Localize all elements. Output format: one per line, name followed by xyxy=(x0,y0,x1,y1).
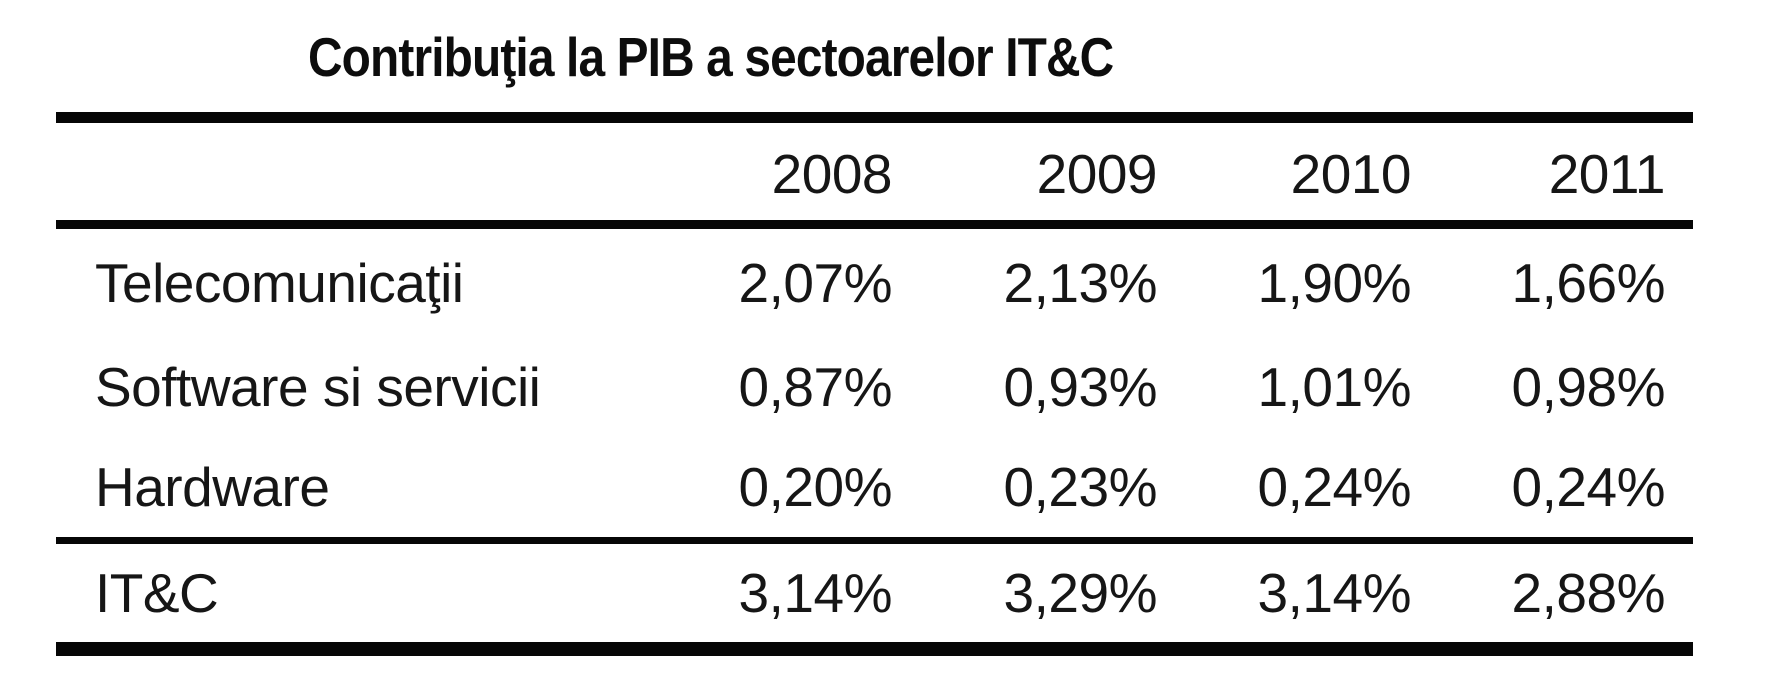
table-row-hardware: Hardware 0,20% 0,23% 0,24% 0,24% xyxy=(0,459,1766,515)
value-cell: 0,20% xyxy=(738,456,893,518)
column-header-2011: 2011 xyxy=(1548,143,1666,205)
column-header-2008: 2008 xyxy=(771,143,893,205)
value-cell: 0,93% xyxy=(1003,356,1158,418)
table-row-telecomunicatii: Telecomunicaţii 2,07% 2,13% 1,90% 1,66% xyxy=(0,255,1766,311)
total-separator-rule xyxy=(56,537,1693,544)
value-cell: 2,07% xyxy=(738,252,893,314)
row-label: Hardware xyxy=(95,456,330,518)
top-rule xyxy=(56,112,1693,123)
row-label: Telecomunicaţii xyxy=(95,252,464,314)
bottom-rule xyxy=(56,642,1693,656)
header-rule xyxy=(56,220,1693,229)
column-header-2009: 2009 xyxy=(1036,143,1158,205)
value-cell: 0,98% xyxy=(1511,356,1666,418)
value-cell: 3,14% xyxy=(1257,562,1412,624)
value-cell: 0,24% xyxy=(1511,456,1666,518)
value-cell: 3,14% xyxy=(738,562,893,624)
column-header-2010: 2010 xyxy=(1290,143,1412,205)
table-header-row: 2008 2009 2010 2011 xyxy=(0,146,1766,202)
table-row-software-si-servicii: Software si servicii 0,87% 0,93% 1,01% 0… xyxy=(0,359,1766,415)
header-label-spacer xyxy=(95,146,615,202)
value-cell: 2,13% xyxy=(1003,252,1158,314)
table-title: Contribuţia la PIB a sectoarelor IT&C xyxy=(308,26,1114,88)
value-cell: 2,88% xyxy=(1511,562,1666,624)
value-cell: 1,66% xyxy=(1511,252,1666,314)
value-cell: 0,23% xyxy=(1003,456,1158,518)
value-cell: 0,24% xyxy=(1257,456,1412,518)
value-cell: 0,87% xyxy=(738,356,893,418)
row-label: Software si servicii xyxy=(95,356,541,418)
value-cell: 3,29% xyxy=(1003,562,1158,624)
value-cell: 1,90% xyxy=(1257,252,1412,314)
table-row-itc-total: IT&C 3,14% 3,29% 3,14% 2,88% xyxy=(0,565,1766,621)
row-label: IT&C xyxy=(95,562,219,624)
value-cell: 1,01% xyxy=(1257,356,1412,418)
